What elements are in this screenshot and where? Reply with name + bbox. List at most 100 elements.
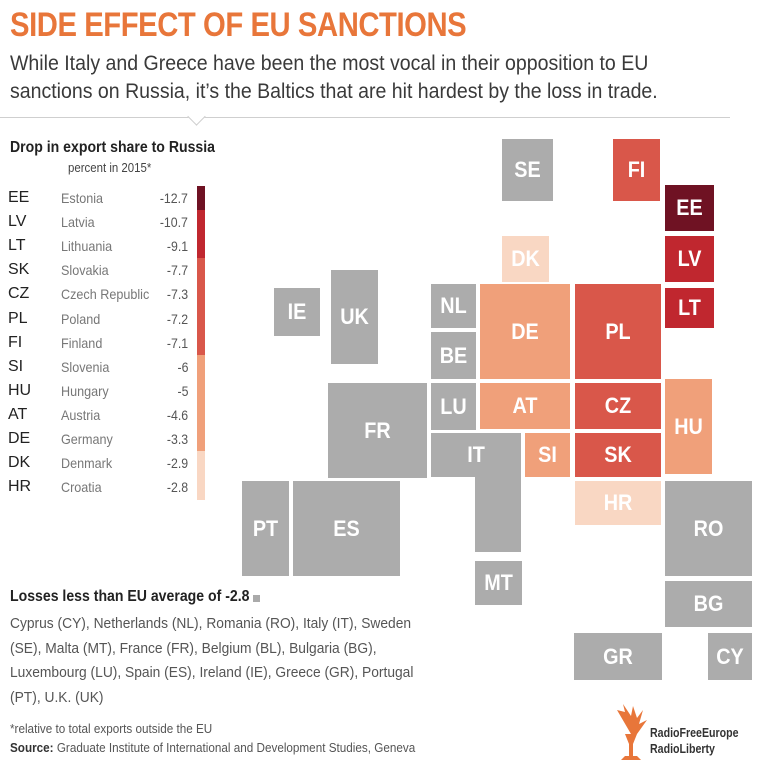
legend-country-name: Czech Republic: [61, 286, 150, 303]
rferl-logo[interactable]: RadioFreeEurope RadioLiberty: [613, 704, 763, 764]
legend-value: -7.2: [166, 310, 188, 327]
legend-code: LV: [8, 213, 27, 231]
legend-code: SI: [8, 357, 24, 375]
map-tile-label: IT: [467, 442, 485, 467]
legend-code: LT: [8, 237, 26, 255]
map-tile-ro: RO: [665, 481, 752, 576]
map-tile-label: MT: [484, 570, 513, 595]
low-losses-swatch: [253, 595, 260, 602]
map-tile-fr: FR: [328, 383, 427, 478]
legend-subtitle: percent in 2015*: [68, 160, 152, 175]
legend-row-sk: SK Slovakia -7.7: [0, 258, 240, 283]
source-label: Source:: [10, 740, 54, 755]
map-tile-hr: HR: [575, 481, 661, 525]
legend-country-name: Denmark: [61, 455, 113, 472]
low-losses-title: Losses less than EU average of -2.8: [10, 588, 250, 605]
map-tile-label: FR: [364, 417, 391, 443]
legend-row-pl: PL Poland -7.2: [0, 306, 240, 332]
legend-country-name: Croatia: [61, 479, 102, 496]
legend-color-bar: [197, 330, 205, 356]
map-tile-label: DE: [511, 318, 539, 344]
legend-row-at: AT Austria -4.6: [0, 402, 240, 428]
legend-value: -4.6: [166, 406, 188, 423]
legend-title: Drop in export share to Russia: [10, 139, 215, 156]
legend-row-hr: HR Croatia -2.8: [0, 475, 240, 500]
map-tile-de: DE: [480, 284, 570, 379]
map-tile-se: SE: [502, 139, 553, 201]
legend-row-hu: HU Hungary -5: [0, 378, 240, 404]
legend-color-bar: [197, 475, 205, 500]
map-tile-label: RO: [693, 515, 724, 541]
map-tile-label: LV: [677, 246, 702, 271]
map-tile-pl: PL: [575, 284, 661, 379]
legend-color-bar: [197, 234, 205, 259]
map-tile-label: CY: [716, 643, 744, 669]
map-tile-label: CZ: [604, 393, 632, 418]
legend-country-name: Latvia: [61, 214, 95, 231]
legend-color-bar: [197, 186, 205, 211]
legend-value: -12.7: [159, 190, 188, 206]
legend-color-bar: [197, 306, 205, 332]
map-tile-label: SI: [538, 442, 557, 467]
map-tile-label: HR: [603, 490, 633, 515]
legend-code: EE: [8, 189, 30, 206]
logo-line-2: RadioLiberty: [650, 742, 715, 756]
map-tile-label: GR: [603, 643, 633, 669]
map-tile-label: ES: [333, 515, 360, 541]
legend-value: -7.3: [166, 286, 188, 303]
map-tile-label: PL: [605, 318, 631, 344]
legend-code: CZ: [8, 285, 30, 303]
legend-code: DE: [8, 430, 31, 447]
legend-country-name: Hungary: [61, 382, 109, 399]
legend-row-cz: CZ Czech Republic -7.3: [0, 282, 240, 307]
header-divider: [0, 117, 730, 118]
map-tile-mt: MT: [475, 561, 522, 605]
map-tile-hu: HU: [665, 379, 712, 474]
map-tile-label: BE: [439, 342, 468, 368]
map-tile-lt: LT: [665, 288, 714, 328]
legend-value: -9.1: [166, 238, 188, 255]
legend-row-ee: EE Estonia -12.7: [0, 186, 240, 211]
map-tile-label: LU: [440, 393, 467, 419]
map-tile-it-extension: [475, 477, 521, 552]
legend-code: DK: [8, 454, 31, 472]
legend-country-name: Poland: [61, 310, 101, 327]
legend-value: -3.3: [166, 431, 188, 447]
map-tile-it: IT: [431, 433, 521, 477]
map-tile-label: AT: [512, 393, 538, 418]
legend-code: HR: [8, 478, 32, 496]
map-tile-lu: LU: [431, 383, 476, 430]
map-tile-label: IE: [287, 299, 307, 324]
legend-color-bar: [197, 378, 205, 404]
legend-code: PL: [8, 309, 28, 327]
legend-row-si: SI Slovenia -6: [0, 354, 240, 380]
map-tile-nl: NL: [431, 284, 476, 328]
map-tile-ee: EE: [665, 185, 714, 231]
microphone-torch-icon: [617, 704, 647, 760]
source-line: Source: Graduate Institute of Internatio…: [10, 740, 415, 755]
legend-code: HU: [8, 381, 32, 399]
map-tile-ie: IE: [274, 288, 320, 336]
map-tile-at: AT: [480, 383, 570, 429]
map-tile-gr: GR: [574, 633, 662, 680]
map-tile-bg: BG: [665, 581, 752, 627]
legend-color-bar: [197, 427, 205, 452]
map-tile-label: LT: [678, 295, 701, 320]
legend-country-name: Slovenia: [61, 358, 110, 375]
legend-country-name: Finland: [61, 334, 103, 351]
map-tile-label: DK: [511, 246, 540, 271]
map-tile-label: EE: [676, 195, 703, 220]
map-tile-label: SE: [514, 157, 541, 182]
map-tile-si: SI: [525, 433, 570, 477]
legend-value: -7.1: [166, 334, 188, 351]
map-tile-label: FI: [627, 157, 646, 182]
footnote: *relative to total exports outside the E…: [10, 721, 213, 736]
map-tile-label: BG: [693, 591, 724, 616]
page-title: SIDE EFFECT OF EU SANCTIONS: [10, 6, 467, 44]
legend-value: -7.7: [166, 262, 188, 279]
map-tile-label: NL: [440, 293, 467, 318]
map-tile-label: HU: [674, 413, 703, 439]
legend-color-bar: [197, 258, 205, 283]
legend-row-dk: DK Denmark -2.9: [0, 451, 240, 476]
map-tile-cy: CY: [708, 633, 752, 680]
